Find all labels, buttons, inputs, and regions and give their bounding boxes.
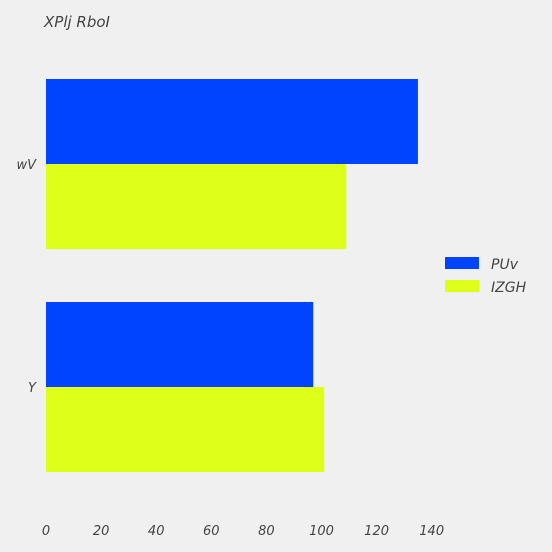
x-tick-label: 40 xyxy=(148,524,165,539)
chart-title: XPlj RboI xyxy=(43,13,111,31)
legend-label-puv: PUv xyxy=(491,257,519,273)
y-tick-labels: wV Y xyxy=(16,158,37,396)
bars-group xyxy=(46,79,418,472)
bar-izgh-wv xyxy=(46,164,347,249)
bar-puv-wv xyxy=(46,79,418,164)
legend-label-izgh: IZGH xyxy=(491,280,527,296)
y-tick-label: wV xyxy=(16,158,37,173)
bar-izgh-y xyxy=(46,387,325,472)
x-tick-label: 60 xyxy=(203,524,220,539)
x-tick-label: 0 xyxy=(42,524,50,539)
x-tick-labels: 0 20 40 60 80 100 120 140 xyxy=(42,524,444,539)
legend: PUv IZGH xyxy=(445,257,527,296)
x-tick-label: 20 xyxy=(93,524,110,539)
legend-swatch-puv xyxy=(445,257,479,269)
bar-puv-y xyxy=(46,302,314,387)
legend-swatch-izgh xyxy=(445,280,479,292)
x-tick-label: 80 xyxy=(258,524,275,539)
x-tick-label: 120 xyxy=(364,524,389,539)
x-tick-label: 140 xyxy=(419,524,444,539)
x-tick-label: 100 xyxy=(309,524,334,539)
y-tick-label: Y xyxy=(28,381,37,396)
